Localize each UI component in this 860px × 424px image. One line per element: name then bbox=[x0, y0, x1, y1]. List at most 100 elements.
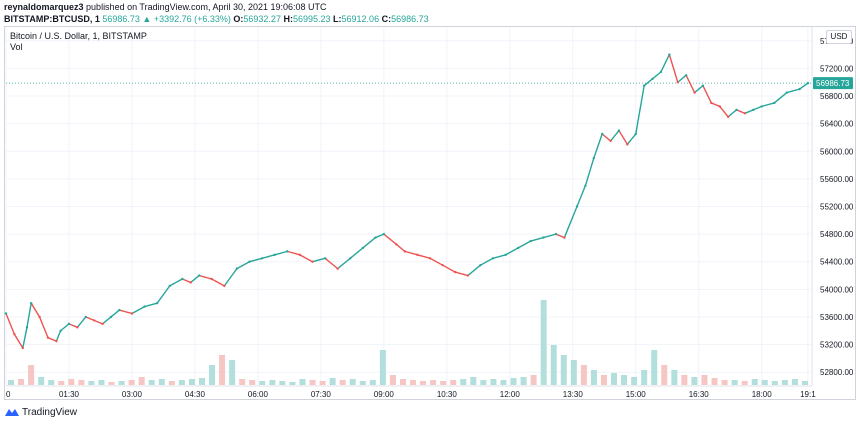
price-point bbox=[210, 277, 213, 281]
price-segment bbox=[685, 75, 696, 93]
price-segment bbox=[60, 323, 70, 332]
volume-bar bbox=[389, 375, 396, 385]
volume-bar bbox=[68, 379, 75, 385]
x-tick-label: 15:00 bbox=[626, 390, 647, 399]
price-point bbox=[143, 305, 146, 308]
author-name[interactable]: reynaldomarquez3 bbox=[4, 2, 84, 12]
price-point bbox=[634, 132, 637, 136]
price-point bbox=[349, 257, 352, 260]
price-segment bbox=[119, 309, 133, 315]
price-segment bbox=[480, 257, 494, 266]
volume-bar bbox=[309, 380, 316, 385]
price-point bbox=[155, 301, 159, 305]
price-segment bbox=[76, 316, 87, 328]
volume-bar bbox=[8, 380, 15, 385]
volume-bar bbox=[299, 379, 306, 385]
price-segment bbox=[324, 257, 339, 270]
price-segment bbox=[93, 319, 103, 325]
price-point bbox=[76, 326, 79, 329]
price-segment bbox=[236, 261, 250, 270]
x-tick-label: 19:1 bbox=[800, 390, 816, 399]
close-value: 56986.73 bbox=[391, 14, 429, 24]
price-segment bbox=[156, 285, 171, 304]
footer-brand-text: TradingView bbox=[22, 407, 78, 418]
price-point bbox=[798, 87, 801, 91]
price-point bbox=[726, 115, 730, 118]
price-point bbox=[46, 336, 50, 339]
volume-bar bbox=[691, 377, 698, 385]
price-segment bbox=[362, 237, 376, 249]
price-point bbox=[676, 81, 679, 84]
volume-bar bbox=[319, 381, 326, 385]
volume-bar bbox=[500, 380, 507, 385]
price-point bbox=[659, 70, 663, 74]
price-segment bbox=[799, 82, 809, 90]
volume-bar bbox=[671, 370, 678, 385]
price-point bbox=[189, 281, 192, 284]
price-point bbox=[529, 239, 533, 243]
y-tick-label: 56400.00 bbox=[820, 120, 854, 129]
price-point bbox=[361, 246, 365, 250]
volume-bar bbox=[791, 379, 798, 385]
y-tick-label: 53200.00 bbox=[820, 341, 854, 350]
volume-bar bbox=[38, 377, 45, 385]
price-point bbox=[668, 53, 671, 56]
price-point bbox=[286, 250, 289, 253]
price-point bbox=[517, 246, 520, 250]
volume-bar bbox=[289, 382, 296, 385]
price-point bbox=[743, 112, 747, 115]
price-segment bbox=[211, 278, 225, 287]
volume-bar bbox=[168, 381, 175, 385]
price-segment bbox=[517, 240, 532, 249]
price-segment bbox=[261, 254, 275, 259]
price-segment bbox=[299, 254, 313, 263]
volume-bar bbox=[58, 381, 65, 385]
price-segment bbox=[38, 316, 49, 338]
price-point bbox=[773, 101, 776, 105]
x-tick-label: 18:00 bbox=[752, 390, 773, 399]
price-point bbox=[718, 105, 721, 108]
price-segment bbox=[576, 185, 587, 207]
price-point bbox=[4, 312, 8, 315]
volume-bar bbox=[641, 370, 648, 385]
price-segment bbox=[47, 337, 57, 342]
volume-bar bbox=[701, 375, 708, 385]
price-segment bbox=[626, 133, 637, 145]
price-segment bbox=[30, 302, 41, 318]
publish-text: published on TradingView.com, April 30, … bbox=[86, 2, 327, 12]
price-point bbox=[67, 322, 71, 326]
price-point bbox=[735, 108, 738, 112]
currency-button[interactable]: USD bbox=[826, 30, 852, 44]
volume-bar bbox=[761, 380, 768, 385]
volume-bar bbox=[88, 381, 95, 385]
chart-frame[interactable] bbox=[4, 26, 856, 400]
volume-bar bbox=[148, 380, 155, 385]
price-point bbox=[92, 319, 96, 322]
price-point bbox=[55, 339, 58, 343]
price-point bbox=[416, 253, 419, 257]
volume-bar bbox=[801, 381, 808, 385]
y-tick-label: 53600.00 bbox=[820, 313, 854, 322]
price-point bbox=[575, 205, 579, 208]
volume-bar bbox=[359, 381, 366, 385]
price-segment bbox=[13, 333, 24, 349]
price-point bbox=[403, 250, 407, 253]
x-tick-label: 01:30 bbox=[59, 390, 80, 399]
price-point bbox=[382, 232, 386, 236]
price-point bbox=[701, 84, 705, 87]
price-segment bbox=[719, 105, 729, 118]
x-tick-label: 12:00 bbox=[500, 390, 521, 399]
volume-bar bbox=[138, 377, 145, 385]
volume-bar bbox=[178, 380, 185, 385]
price-point bbox=[168, 284, 171, 288]
y-tick-label: 57200.00 bbox=[820, 64, 854, 73]
volume-bar bbox=[560, 355, 567, 385]
volume-bar bbox=[781, 380, 788, 385]
price-point bbox=[84, 315, 87, 319]
footer-brand[interactable]: TradingView bbox=[5, 407, 77, 418]
price-segment bbox=[593, 133, 603, 159]
price-point bbox=[118, 308, 121, 312]
price-segment bbox=[198, 274, 212, 280]
volume-bar bbox=[540, 300, 547, 385]
